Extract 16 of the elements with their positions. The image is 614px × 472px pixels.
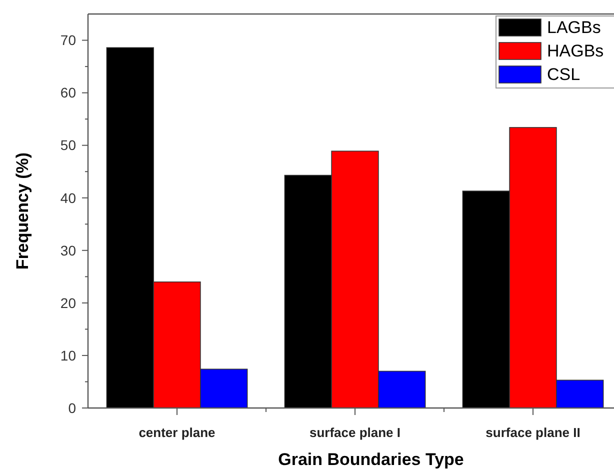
y-tick-label: 30 xyxy=(60,242,76,258)
y-tick-label: 60 xyxy=(60,84,76,101)
y-tick-label: 40 xyxy=(60,190,76,206)
y-tick-label: 20 xyxy=(60,294,76,311)
x-tick-label: surface plane I xyxy=(309,425,401,440)
legend-label: LAGBs xyxy=(547,18,601,37)
y-tick-label: 0 xyxy=(68,400,76,416)
legend-label: HAGBs xyxy=(547,42,604,60)
x-axis-title: Grain Boundaries Type xyxy=(278,450,464,469)
y-tick-label: 70 xyxy=(60,32,76,48)
y-tick-label: 10 xyxy=(60,347,76,364)
legend-label: CSL xyxy=(547,65,580,84)
x-tick-label: surface plane II xyxy=(486,425,580,440)
x-tick-label: center plane xyxy=(138,425,216,440)
y-axis-title: Frequency (%) xyxy=(13,152,32,270)
y-tick-label: 50 xyxy=(60,137,76,154)
